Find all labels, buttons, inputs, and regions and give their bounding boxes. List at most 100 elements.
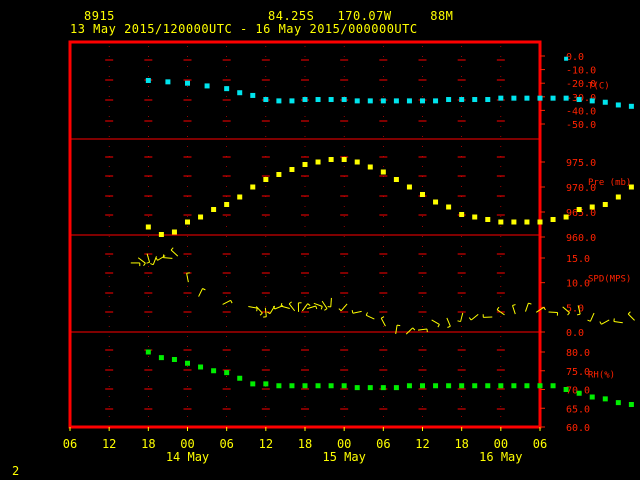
pressure-point [198,214,204,220]
x-tick-label: 06 [219,437,233,451]
wind-arrow-barb [202,288,206,291]
temperature-point [145,77,151,83]
temperature-point [433,98,439,104]
humidity-point [563,387,569,392]
pressure-point [602,202,608,207]
pressure-point [550,217,556,222]
wind-arrow [460,312,464,322]
wind-arrow [152,256,157,265]
y-tick-label: -10.0 [566,66,596,77]
pressure-point [289,167,295,172]
humidity-point [393,385,399,391]
temperature-point [420,98,425,104]
humidity-point [198,364,204,370]
wind-arrow-barb [447,325,451,328]
page-number: 2 [12,464,20,478]
wind-arrow-barb [528,302,532,305]
wind-arrow [405,327,414,335]
x-tick-label: 06 [533,437,547,451]
y-tick-label: 65.0 [566,404,590,415]
temperature-point [328,97,334,103]
pressure-point [158,232,164,237]
y-tick-label: -20.0 [566,79,596,90]
humidity-point [237,375,243,381]
wind-arrow-barb [365,312,368,316]
wind-arrow [601,319,610,325]
temperature-point [537,95,543,101]
temperature-point [367,98,373,104]
wind-arrow [417,328,428,331]
temperature-point [341,97,347,103]
y-tick-label: 10.0 [566,279,590,290]
temperature-point [550,95,556,101]
wind-arrow-barb [512,304,516,306]
y-tick-label: 80.0 [566,348,590,359]
temperature-point [165,79,171,85]
y-tick-label: 975.0 [566,158,596,169]
pressure-point [498,219,504,225]
wind-arrow [248,306,258,309]
station-id: 8915 [84,9,115,23]
wind-arrow-barb [351,310,354,314]
pressure-point [276,172,282,177]
wind-arrow [222,299,231,305]
wind-arrow-barb [280,302,283,307]
temperature-point [628,103,634,109]
pressure-point [576,207,582,212]
humidity-point [615,400,621,406]
humidity-point [485,383,491,389]
humidity-point [380,385,386,391]
wind-arrow [321,300,328,309]
wind-arrow-barb [324,308,328,311]
pressure-point [263,177,269,182]
humidity-point [602,396,608,402]
wind-arrow-barb [143,262,146,266]
pressure-point [628,184,634,190]
wind-arrow-barb [567,312,570,316]
wind-arrow [137,257,146,264]
pressure-point [302,162,308,167]
pressure-point [406,184,412,190]
time-period: 13 May 2015/120000UTC - 16 May 2015/0000… [70,22,418,36]
pressure-point [145,224,151,230]
wind-arrow-barb [307,303,311,306]
temperature-point [224,86,230,92]
wind-arrow [446,317,451,327]
pressure-point [185,219,190,225]
temperature-point [511,95,517,101]
temperature-point [485,97,491,103]
humidity-point [276,383,282,389]
x-date-label: 15 May [322,450,365,464]
temperature-point [602,99,608,105]
wind-arrow [313,302,323,307]
wind-arrow [365,314,375,320]
temperature-point [563,95,569,101]
humidity-point [302,383,308,389]
humidity-point [171,357,177,362]
wind-arrow [380,317,386,327]
pressure-point [315,159,321,165]
temperature-point [524,95,530,101]
x-tick-label: 18 [141,437,155,451]
wind-arrow-barb [576,313,581,316]
pressure-point [485,217,491,222]
pressure-point [224,202,230,207]
wind-arrow [352,310,362,314]
humidity-point [498,383,504,389]
wind-arrow [496,309,505,316]
y-tick-label: 0.0 [566,328,584,339]
temperature-point [263,97,269,103]
y-tick-label: 965.0 [566,208,596,219]
x-tick-label: 00 [337,437,351,451]
temperature-point [472,97,478,103]
wind-arrow [535,306,545,313]
y-tick-label: -40.0 [566,106,596,117]
humidity-point [524,383,530,389]
x-tick-label: 00 [494,437,508,451]
pressure-point [563,214,569,220]
wind-arrow [431,319,440,325]
humidity-point [446,383,452,389]
station-location: 84.25S 170.07W 88M [268,9,454,23]
humidity-point [354,385,360,391]
x-tick-label: 06 [376,437,390,451]
